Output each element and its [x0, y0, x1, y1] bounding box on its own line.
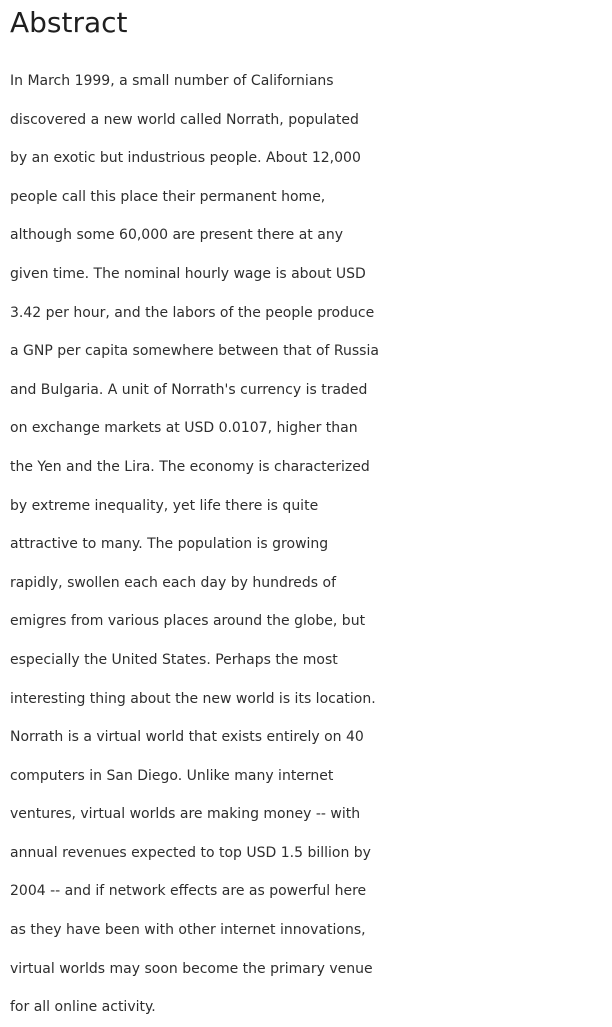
abstract-line: the Yen and the Lira. The economy is cha… — [10, 458, 370, 475]
abstract-line: virtual worlds may soon become the prima… — [10, 960, 373, 977]
abstract-line: 3.42 per hour, and the labors of the peo… — [10, 304, 375, 321]
abstract-line: emigres from various places around the g… — [10, 613, 366, 630]
abstract-line: as they have been with other internet in… — [10, 922, 366, 939]
abstract-line: discovered a new world called Norrath, p… — [10, 111, 359, 128]
abstract-line: 2004 -- and if network effects are as po… — [10, 883, 367, 900]
abstract-line: especially the United States. Perhaps th… — [10, 651, 338, 668]
abstract-line: computers in San Diego. Unlike many inte… — [10, 767, 334, 784]
abstract-line: given time. The nominal hourly wage is a… — [10, 265, 366, 282]
abstract-line: and Bulgaria. A unit of Norrath's curren… — [10, 381, 368, 398]
abstract-line: by extreme inequality, yet life there is… — [10, 497, 319, 514]
abstract-line: annual revenues expected to top USD 1.5 … — [10, 844, 371, 861]
abstract-line: people call this place their permanent h… — [10, 188, 326, 205]
abstract-line: interesting thing about the new world is… — [10, 690, 376, 707]
abstract-line: In March 1999, a small number of Califor… — [10, 73, 334, 89]
abstract-line: by an exotic but industrious people. Abo… — [10, 150, 361, 167]
abstract-line: for all online activity. — [10, 999, 156, 1016]
abstract-line: ventures, virtual worlds are making mone… — [10, 806, 361, 823]
abstract-line: rapidly, swollen each each day by hundre… — [10, 574, 337, 591]
abstract-line: attractive to many. The population is gr… — [10, 536, 329, 553]
abstract-heading: Abstract — [10, 6, 128, 39]
abstract-body: In March 1999, a small number of Califor… — [10, 62, 610, 1027]
abstract-line: although some 60,000 are present there a… — [10, 227, 343, 244]
abstract-line: a GNP per capita somewhere between that … — [10, 343, 379, 360]
abstract-line: on exchange markets at USD 0.0107, highe… — [10, 420, 358, 437]
abstract-line: Norrath is a virtual world that exists e… — [10, 729, 364, 746]
